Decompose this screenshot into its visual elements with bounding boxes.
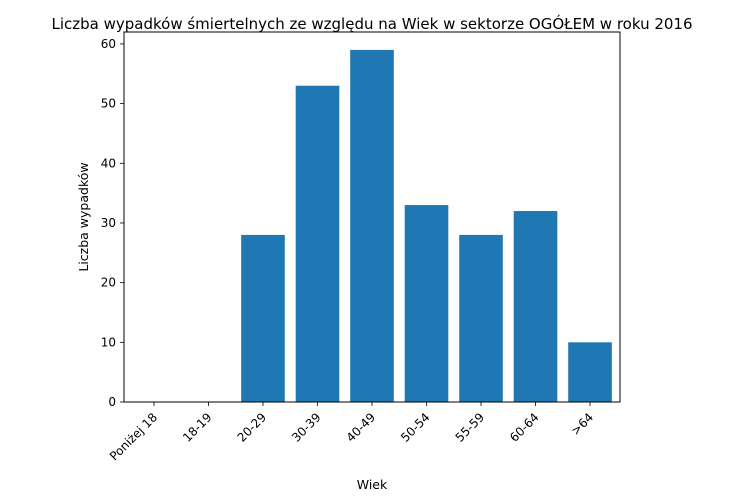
bar-7 (513, 211, 558, 402)
y-tick-label: 50 (101, 97, 116, 111)
x-tick-label: 18-19 (180, 410, 215, 445)
y-axis-ticks: 0 10 20 30 40 50 60 (101, 37, 124, 409)
y-tick-label: 0 (108, 395, 116, 409)
bar-3 (295, 85, 340, 402)
bar-2 (241, 234, 285, 402)
chart-title: Liczba wypadków śmiertelnych ze względu … (51, 14, 692, 33)
plot-area: 0 10 20 30 40 50 60 Poniżej 18 18-19 20-29 30-39 4… (101, 31, 621, 463)
bars-group (241, 49, 612, 402)
x-tick-label: 30-39 (289, 410, 324, 445)
x-axis-ticks: Poniżej 18 18-19 20-29 30-39 40-49 50-54 55-59… (107, 402, 596, 463)
y-axis-label: Liczba wypadków (76, 162, 91, 271)
y-tick-label: 40 (101, 156, 116, 170)
y-tick-label: 30 (101, 216, 116, 230)
bar-5 (404, 205, 449, 402)
x-tick-label: 50-54 (398, 410, 433, 445)
bar-8 (568, 342, 612, 402)
x-axis-label: Wiek (357, 477, 388, 492)
y-tick-label: 20 (101, 276, 116, 290)
y-tick-label: 10 (101, 335, 116, 349)
x-tick-label: 40-49 (344, 410, 379, 445)
bar-6 (459, 234, 503, 402)
x-tick-label: >64 (568, 410, 596, 438)
bar-4 (350, 49, 394, 402)
y-tick-label: 60 (101, 37, 116, 51)
x-tick-label: Poniżej 18 (107, 410, 160, 463)
x-tick-label: 20-29 (235, 410, 270, 445)
x-tick-label: 60-64 (507, 410, 542, 445)
x-tick-label: 55-59 (453, 410, 488, 445)
